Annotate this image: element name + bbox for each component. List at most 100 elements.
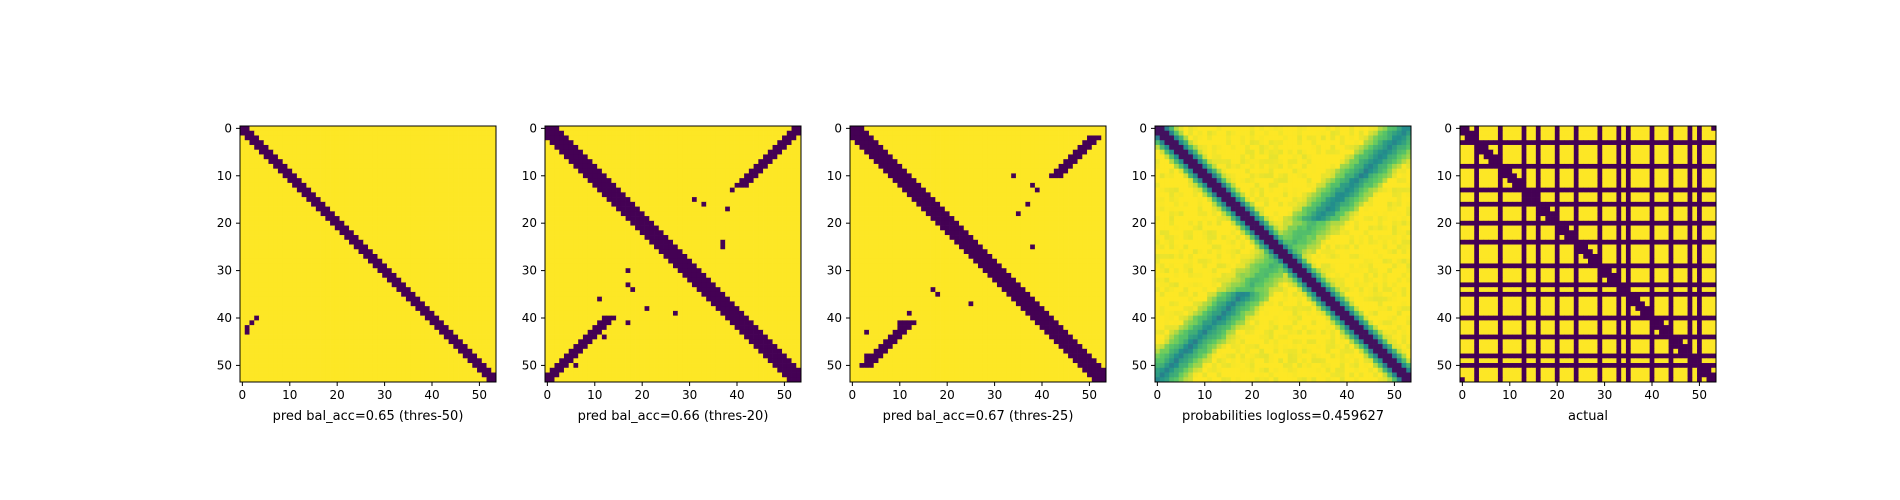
heatmap-cell	[568, 144, 574, 151]
heatmap-cell	[344, 325, 350, 331]
heatmap-cell	[292, 353, 298, 359]
heatmap-cell	[448, 249, 454, 255]
heatmap-cell	[625, 173, 631, 179]
heatmap-cell	[549, 235, 555, 241]
heatmap-cell	[467, 187, 473, 193]
heatmap-cell	[391, 320, 397, 326]
heatmap-cell	[472, 254, 478, 260]
heatmap-cell	[330, 225, 336, 231]
heatmap-cell	[424, 363, 430, 369]
heatmap-cell	[687, 187, 693, 193]
heatmap-cell	[320, 211, 326, 217]
heatmap-cell	[320, 244, 326, 250]
heatmap-cell	[677, 173, 683, 179]
heatmap-cell	[734, 263, 740, 269]
heatmap-cell	[429, 315, 435, 321]
heatmap-cell	[663, 249, 669, 255]
heatmap-cell	[744, 216, 750, 222]
heatmap-cell	[677, 277, 683, 283]
heatmap-cell	[739, 135, 745, 141]
heatmap-cell	[481, 187, 487, 193]
heatmap-cell	[296, 363, 302, 369]
heatmap-cell	[315, 291, 321, 298]
heatmap-cell	[601, 282, 607, 288]
heatmap-cell	[563, 173, 570, 179]
heatmap-cell	[439, 258, 445, 264]
heatmap-cell	[635, 135, 641, 141]
heatmap-cell	[472, 272, 478, 279]
heatmap-cell	[734, 159, 740, 165]
heatmap-cell	[344, 310, 350, 316]
heatmap-cell	[710, 201, 717, 207]
heatmap-cell	[458, 377, 464, 383]
heatmap-cell	[587, 291, 593, 298]
heatmap-cell	[287, 367, 293, 373]
heatmap-cell	[691, 182, 698, 188]
heatmap-cell	[545, 216, 551, 222]
heatmap-cell	[415, 163, 421, 170]
heatmap-cell	[767, 154, 773, 160]
heatmap-cell	[486, 339, 492, 345]
heatmap-cell	[439, 310, 445, 316]
heatmap-cell	[372, 206, 378, 212]
heatmap-cell	[706, 168, 712, 174]
heatmap-cell	[311, 272, 317, 279]
heatmap-cell	[772, 277, 778, 283]
heatmap-cell	[405, 258, 412, 264]
heatmap-cell	[429, 339, 435, 345]
heatmap-cell	[401, 348, 407, 354]
heatmap-cell	[249, 277, 255, 283]
heatmap-cell	[358, 372, 364, 378]
heatmap-cell	[691, 192, 698, 198]
heatmap-cell	[654, 216, 660, 222]
heatmap-cell	[386, 235, 393, 241]
heatmap-cell	[287, 235, 293, 241]
heatmap-cell	[391, 268, 397, 274]
heatmap-cell	[334, 154, 340, 160]
heatmap-cell	[696, 258, 702, 264]
heatmap-cell	[620, 225, 626, 231]
heatmap-cell	[315, 220, 321, 226]
heatmap-cell	[258, 206, 265, 212]
heatmap-cell	[315, 206, 321, 212]
heatmap-cell	[244, 187, 250, 193]
heatmap-cell	[677, 154, 683, 160]
heatmap-cell	[491, 329, 497, 335]
heatmap-cell	[635, 163, 641, 170]
heatmap-cell	[691, 216, 698, 222]
heatmap-cell	[396, 182, 402, 188]
heatmap-cell	[415, 258, 421, 264]
heatmap-cell	[254, 310, 260, 316]
heatmap-cell	[706, 130, 712, 136]
heatmap-cell	[382, 254, 388, 260]
heatmap-cell	[620, 130, 626, 136]
heatmap-cell	[296, 353, 302, 359]
heatmap-cell	[334, 268, 340, 274]
heatmap-cell	[339, 306, 345, 312]
heatmap-cell	[545, 220, 551, 226]
heatmap-cell	[753, 244, 759, 250]
heatmap-cell	[630, 135, 636, 141]
heatmap-cell	[682, 206, 688, 212]
heatmap-cell	[786, 216, 792, 222]
heatmap-cell	[254, 329, 260, 335]
heatmap-cell	[682, 168, 688, 174]
heatmap-cell	[777, 135, 783, 141]
heatmap-cell	[240, 216, 246, 222]
heatmap-cell	[687, 144, 693, 151]
heatmap-cell	[410, 310, 416, 316]
heatmap-cell	[616, 211, 622, 217]
heatmap-cell	[240, 287, 246, 293]
heatmap-cell	[462, 254, 468, 260]
heatmap-cell	[639, 254, 645, 260]
heatmap-cell	[606, 154, 612, 160]
heatmap-cell	[630, 178, 636, 184]
heatmap-cell	[791, 178, 797, 184]
heatmap-cell	[420, 320, 426, 326]
heatmap-cell	[254, 159, 260, 165]
heatmap-cell	[334, 178, 340, 184]
heatmap-cell	[268, 239, 274, 245]
heatmap-cell	[448, 235, 454, 241]
heatmap-cell	[453, 206, 459, 212]
heatmap-cell	[763, 192, 769, 198]
